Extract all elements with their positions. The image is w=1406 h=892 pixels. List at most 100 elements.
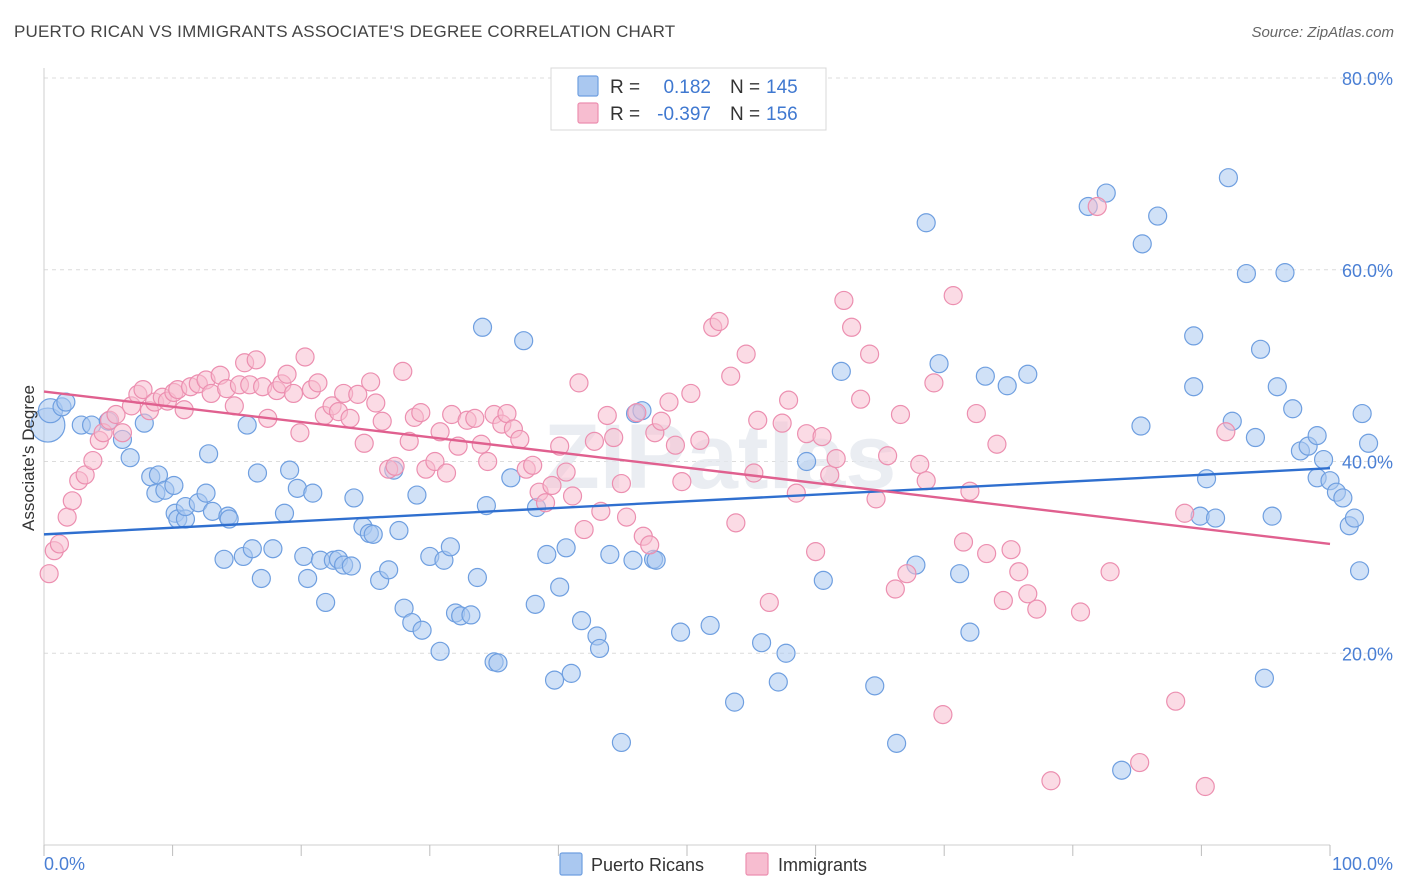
pink-point-93 <box>640 535 660 555</box>
blue-point-95 <box>831 361 851 381</box>
blue-point-138 <box>1352 403 1372 424</box>
blue-point-99 <box>916 213 936 233</box>
blue-point-33 <box>280 460 300 480</box>
blue-point-125 <box>1275 263 1295 283</box>
pink-point-38 <box>277 364 297 384</box>
blue-point-121 <box>1250 339 1271 359</box>
legend-r-value-pink: -0.397 <box>657 104 711 125</box>
y-tick-labels: 80.0% 60.0% 40.0% 20.0% <box>1342 69 1393 664</box>
blue-point-91 <box>768 672 788 692</box>
legend-swatch-pink <box>577 102 599 124</box>
blue-point-51 <box>389 520 409 541</box>
pink-point-80 <box>550 436 570 456</box>
pink-point-136 <box>993 590 1013 611</box>
blue-point-124 <box>1267 377 1287 397</box>
x-tick-label-end: 100.0% <box>1332 854 1393 874</box>
legend-n-label-pink: N = <box>730 104 760 125</box>
blue-point-20 <box>196 483 216 503</box>
blue-point-139 <box>1358 433 1379 453</box>
pink-point-12 <box>112 423 133 443</box>
blue-point-67 <box>488 653 508 673</box>
pink-point-115 <box>820 465 840 485</box>
pink-point-106 <box>744 463 764 483</box>
pink-point-33 <box>246 350 266 370</box>
blue-point-30 <box>251 568 271 589</box>
pink-point-56 <box>393 361 413 381</box>
blue-point-75 <box>556 538 576 558</box>
pink-point-122 <box>878 446 898 466</box>
blue-point-105 <box>1018 364 1038 384</box>
blue-point-117 <box>1218 168 1239 188</box>
blue-point-136 <box>1344 508 1365 528</box>
pink-point-140 <box>1027 599 1047 619</box>
source-credit: Source: ZipAtlas.com <box>1251 24 1394 41</box>
blue-point-110 <box>1131 416 1151 436</box>
pink-point-135 <box>987 434 1007 454</box>
pink-point-88 <box>604 427 624 448</box>
blue-point-59 <box>440 537 460 557</box>
pink-point-97 <box>665 435 686 455</box>
blue-point-32 <box>274 503 295 523</box>
pink-point-129 <box>933 705 953 725</box>
blue-point-119 <box>1236 263 1257 284</box>
pink-point-142 <box>1070 602 1091 622</box>
pink-point-134 <box>977 543 997 564</box>
pink-point-7 <box>83 450 103 471</box>
pink-point-0 <box>39 564 59 584</box>
blue-point-107 <box>1096 183 1116 203</box>
blue-point-80 <box>600 544 620 565</box>
pink-point-57 <box>399 431 419 451</box>
blue-point-37 <box>303 483 323 503</box>
pink-point-144 <box>1100 562 1120 582</box>
pink-point-4 <box>62 491 82 511</box>
blue-point-43 <box>341 556 361 576</box>
y-tick-label-2: 40.0% <box>1342 453 1393 473</box>
pink-point-84 <box>574 519 594 540</box>
blue-point-134 <box>1333 488 1353 508</box>
blue-point-27 <box>237 415 257 435</box>
blue-point-74 <box>550 577 570 597</box>
pink-point-138 <box>1009 562 1029 582</box>
pink-point-111 <box>786 483 806 503</box>
pink-point-51 <box>361 372 381 392</box>
blue-point-104 <box>997 376 1017 396</box>
pink-point-98 <box>672 472 692 492</box>
blue-point-29 <box>247 463 268 483</box>
blue-point-102 <box>960 622 980 642</box>
pink-point-76 <box>523 455 543 475</box>
pink-point-49 <box>348 384 368 404</box>
blue-trend-line <box>43 467 1331 536</box>
blue-point-36 <box>298 568 318 589</box>
pink-point-146 <box>1166 691 1186 711</box>
blue-point-111 <box>1148 206 1168 226</box>
pink-point-53 <box>372 411 392 431</box>
blue-point-87 <box>670 622 691 642</box>
pink-point-119 <box>851 389 871 409</box>
pink-point-107 <box>748 410 768 430</box>
pink-point-41 <box>295 347 315 367</box>
pink-point-149 <box>1216 422 1236 442</box>
blue-point-57 <box>430 641 450 661</box>
blue-point-123 <box>1262 506 1282 526</box>
pink-point-52 <box>366 393 386 413</box>
blue-point-21 <box>199 444 219 464</box>
pink-point-69 <box>478 451 498 472</box>
series-legend-swatch-pink <box>745 852 769 876</box>
blue-point-72 <box>537 544 557 565</box>
blue-point-115 <box>1196 469 1217 489</box>
legend-n-value-pink: 156 <box>766 104 798 125</box>
pink-point-11 <box>106 404 126 425</box>
pink-point-61 <box>425 451 445 472</box>
blue-point-28 <box>242 539 262 559</box>
pink-point-67 <box>465 408 485 428</box>
pink-point-116 <box>826 449 846 469</box>
pink-point-15 <box>133 379 153 400</box>
pink-point-124 <box>890 404 911 425</box>
pink-point-132 <box>960 481 980 501</box>
pink-point-48 <box>340 408 360 428</box>
pink-point-40 <box>290 423 310 443</box>
blue-point-122 <box>1254 668 1275 688</box>
blue-point-54 <box>407 485 427 505</box>
pink-point-43 <box>308 373 328 393</box>
stats-legend: R = 0.182 N = 145 R = -0.397 N = 156 <box>550 67 827 131</box>
